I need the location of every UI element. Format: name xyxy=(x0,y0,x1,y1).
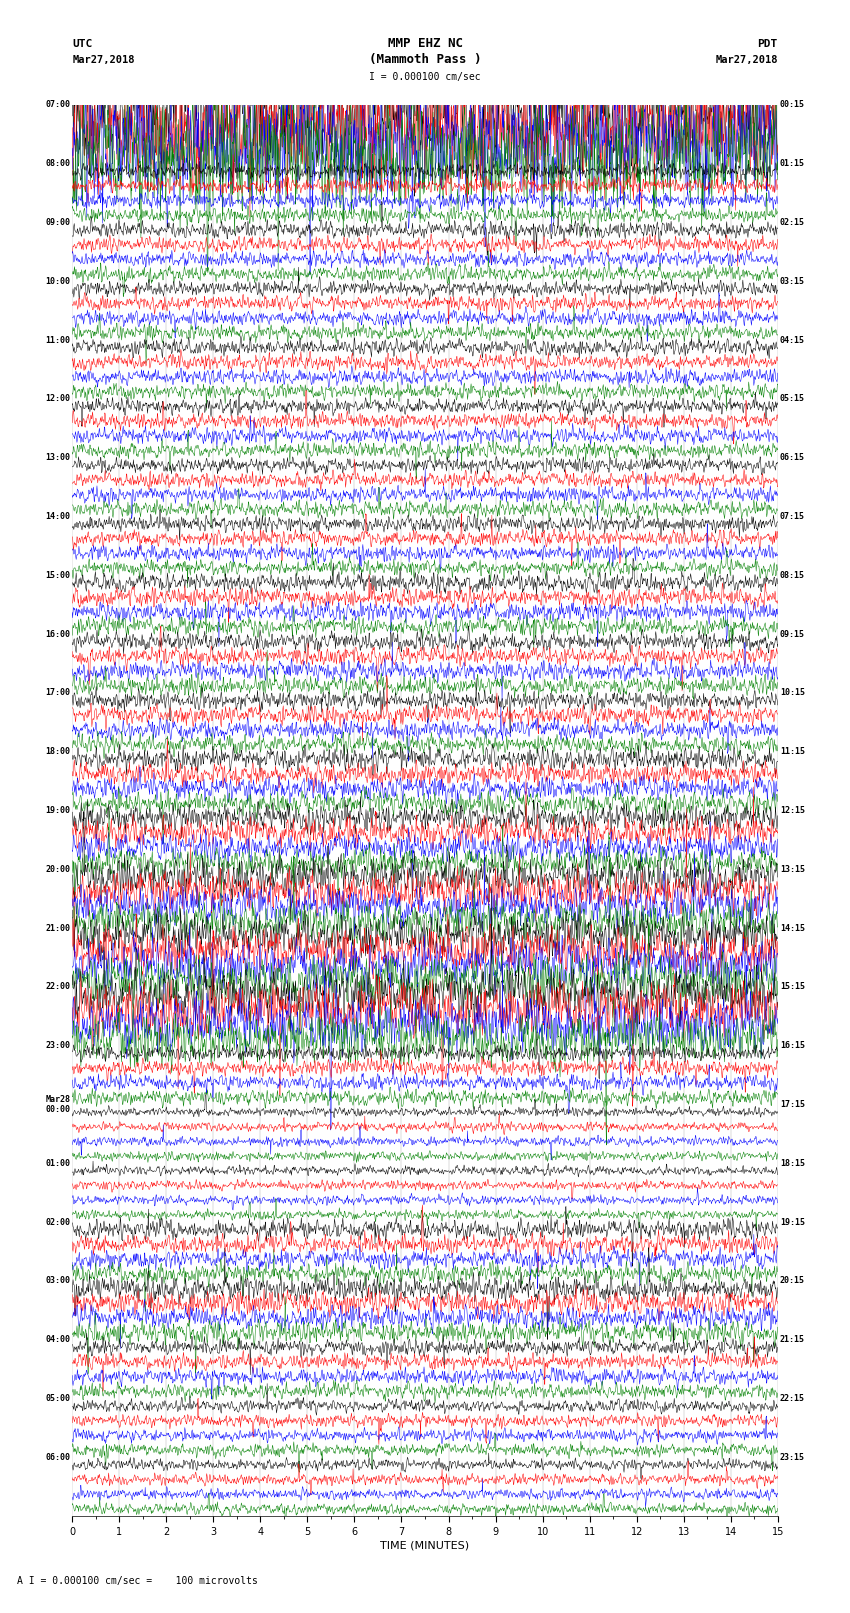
Text: 07:15: 07:15 xyxy=(779,511,805,521)
Text: 08:00: 08:00 xyxy=(45,160,71,168)
Text: 09:15: 09:15 xyxy=(779,629,805,639)
Text: 21:15: 21:15 xyxy=(779,1336,805,1344)
Text: 05:00: 05:00 xyxy=(45,1394,71,1403)
Text: 02:00: 02:00 xyxy=(45,1218,71,1226)
Text: 18:15: 18:15 xyxy=(779,1158,805,1168)
Text: 12:00: 12:00 xyxy=(45,395,71,403)
Text: 03:00: 03:00 xyxy=(45,1276,71,1286)
Text: 22:15: 22:15 xyxy=(779,1394,805,1403)
Text: 00:15: 00:15 xyxy=(779,100,805,110)
Text: 02:15: 02:15 xyxy=(779,218,805,227)
Text: 13:15: 13:15 xyxy=(779,865,805,874)
Text: 17:15: 17:15 xyxy=(779,1100,805,1110)
Text: I = 0.000100 cm/sec: I = 0.000100 cm/sec xyxy=(369,73,481,82)
Text: 04:15: 04:15 xyxy=(779,336,805,345)
Text: 14:15: 14:15 xyxy=(779,924,805,932)
Text: 01:15: 01:15 xyxy=(779,160,805,168)
Text: 19:00: 19:00 xyxy=(45,806,71,815)
Text: 14:00: 14:00 xyxy=(45,511,71,521)
Text: PDT: PDT xyxy=(757,39,778,48)
Text: 10:00: 10:00 xyxy=(45,277,71,286)
Text: 13:00: 13:00 xyxy=(45,453,71,463)
Text: 05:15: 05:15 xyxy=(779,395,805,403)
Text: 03:15: 03:15 xyxy=(779,277,805,286)
Text: 06:15: 06:15 xyxy=(779,453,805,463)
Text: 22:00: 22:00 xyxy=(45,982,71,992)
Text: 07:00: 07:00 xyxy=(45,100,71,110)
Text: 23:15: 23:15 xyxy=(779,1453,805,1461)
X-axis label: TIME (MINUTES): TIME (MINUTES) xyxy=(381,1540,469,1550)
Text: 20:00: 20:00 xyxy=(45,865,71,874)
Text: UTC: UTC xyxy=(72,39,93,48)
Text: 15:15: 15:15 xyxy=(779,982,805,992)
Text: 04:00: 04:00 xyxy=(45,1336,71,1344)
Text: 17:00: 17:00 xyxy=(45,689,71,697)
Text: Mar28
00:00: Mar28 00:00 xyxy=(45,1095,71,1115)
Text: 23:00: 23:00 xyxy=(45,1042,71,1050)
Text: MMP EHZ NC: MMP EHZ NC xyxy=(388,37,462,50)
Text: 11:15: 11:15 xyxy=(779,747,805,756)
Text: A I = 0.000100 cm/sec =    100 microvolts: A I = 0.000100 cm/sec = 100 microvolts xyxy=(17,1576,258,1586)
Text: Mar27,2018: Mar27,2018 xyxy=(72,55,135,65)
Text: 06:00: 06:00 xyxy=(45,1453,71,1461)
Text: 20:15: 20:15 xyxy=(779,1276,805,1286)
Text: 10:15: 10:15 xyxy=(779,689,805,697)
Text: 01:00: 01:00 xyxy=(45,1158,71,1168)
Text: Mar27,2018: Mar27,2018 xyxy=(715,55,778,65)
Text: 15:00: 15:00 xyxy=(45,571,71,579)
Text: 18:00: 18:00 xyxy=(45,747,71,756)
Text: 21:00: 21:00 xyxy=(45,924,71,932)
Text: 11:00: 11:00 xyxy=(45,336,71,345)
Text: 16:00: 16:00 xyxy=(45,629,71,639)
Text: (Mammoth Pass ): (Mammoth Pass ) xyxy=(369,53,481,66)
Text: 16:15: 16:15 xyxy=(779,1042,805,1050)
Text: 09:00: 09:00 xyxy=(45,218,71,227)
Text: 08:15: 08:15 xyxy=(779,571,805,579)
Text: 12:15: 12:15 xyxy=(779,806,805,815)
Text: 19:15: 19:15 xyxy=(779,1218,805,1226)
